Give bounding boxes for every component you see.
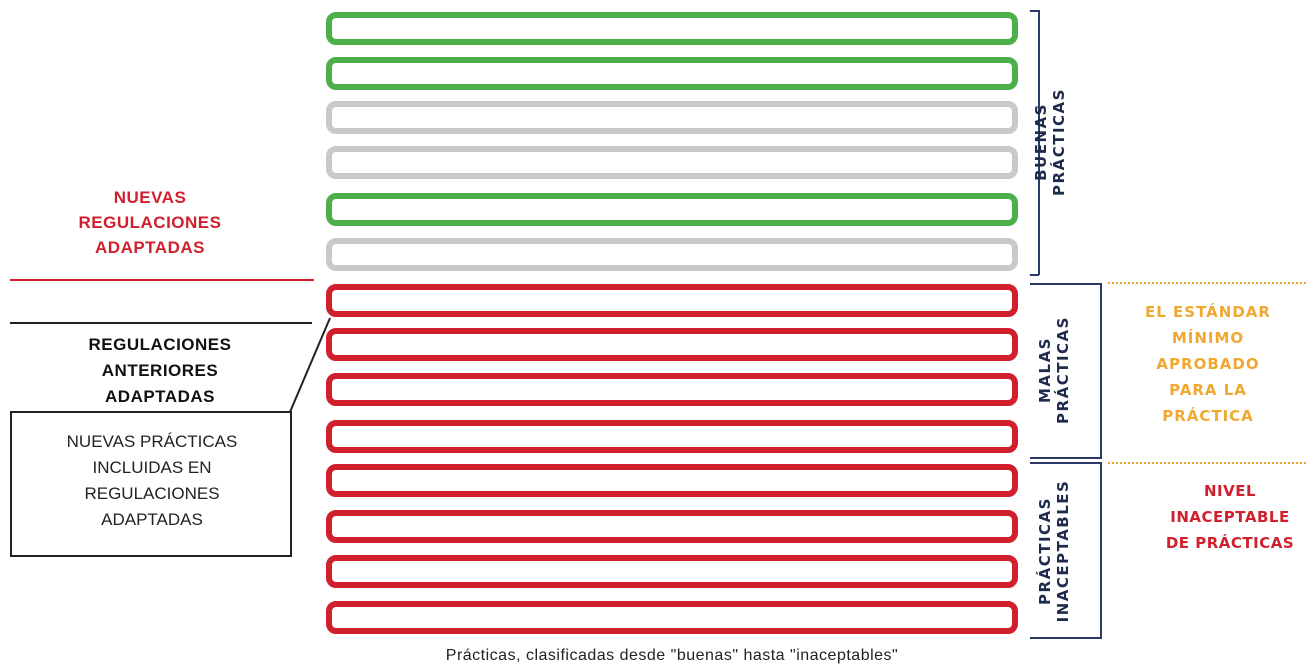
nuevas-reg-line2: REGULACIONES [78, 213, 222, 232]
practice-row-red [326, 464, 1018, 497]
practice-row-red [326, 420, 1018, 453]
label-buenas-practicas: BUENAS PRÁCTICAS [1032, 88, 1068, 196]
nuevas-pract-line3: REGULACIONES [84, 484, 220, 503]
nuevas-pract-line1: NUEVAS PRÁCTICAS [66, 432, 238, 451]
bracket-malas-vertical [1100, 283, 1102, 458]
bracket-inaceptables-vertical [1100, 462, 1102, 638]
nuevas-practicas-box: NUEVAS PRÁCTICAS INCLUIDAS EN REGULACION… [10, 411, 292, 557]
practice-row-gray [326, 238, 1018, 271]
threshold-unacceptable-line [1108, 462, 1306, 464]
practice-row-red [326, 601, 1018, 634]
label-inaceptables-line2: INACEPTABLES [1054, 479, 1072, 623]
practice-row-green [326, 12, 1018, 45]
connector-line [289, 317, 331, 413]
label-buenas-line1: BUENAS [1032, 103, 1050, 181]
bracket-buenas-bottom [1030, 274, 1039, 276]
reg-ant-line2: ANTERIORES [101, 361, 219, 380]
estandar-line3: APROBADO [1156, 355, 1260, 373]
nuevas-regulaciones-heading: NUEVAS REGULACIONES ADAPTADAS [30, 185, 270, 260]
label-malas-line2: PRÁCTICAS [1054, 316, 1072, 424]
nivel-line3: DE PRÁCTICAS [1165, 534, 1295, 552]
nuevas-pract-line2: INCLUIDAS EN [92, 458, 212, 477]
nuevas-pract-line4: ADAPTADAS [101, 510, 203, 529]
estandar-line1: EL ESTÁNDAR [1145, 303, 1271, 321]
practice-row-red [326, 284, 1018, 317]
practice-row-green [326, 193, 1018, 226]
bracket-inaceptables-top [1030, 462, 1102, 464]
practice-row-green [326, 57, 1018, 90]
practice-row-gray [326, 101, 1018, 134]
reg-ant-line3: ADAPTADAS [105, 387, 215, 406]
practice-row-red [326, 328, 1018, 361]
nivel-line2: INACEPTABLE [1170, 508, 1290, 526]
estandar-minimo-heading: EL ESTÁNDAR MÍNIMO APROBADO PARA LA PRÁC… [1110, 299, 1306, 429]
regulaciones-anteriores-divider [10, 322, 312, 324]
practice-row-red [326, 555, 1018, 588]
estandar-line4: PARA LA [1169, 381, 1247, 399]
bracket-malas-top [1030, 283, 1102, 285]
nivel-inaceptable-heading: NIVEL INACEPTABLE DE PRÁCTICAS [1150, 478, 1310, 556]
label-malas-practicas: MALAS PRÁCTICAS [1036, 316, 1072, 424]
diagram-caption: Prácticas, clasificadas desde "buenas" h… [445, 647, 899, 664]
nuevas-practicas-box-right-edge [290, 411, 292, 557]
practice-row-red [326, 373, 1018, 406]
practice-row-red [326, 510, 1018, 543]
bracket-buenas-vertical [1038, 10, 1040, 275]
label-practicas-inaceptables: PRÁCTICAS INACEPTABLES [1036, 480, 1072, 623]
nuevas-reg-line1: NUEVAS [113, 188, 187, 207]
bracket-malas-bottom [1030, 457, 1102, 459]
bracket-inaceptables-bottom [1030, 637, 1102, 639]
nivel-line1: NIVEL [1203, 482, 1257, 500]
bracket-buenas-top [1030, 10, 1039, 12]
reg-ant-line1: REGULACIONES [88, 335, 232, 354]
estandar-line2: MÍNIMO [1171, 329, 1245, 347]
threshold-minimum-line [1108, 282, 1306, 284]
nuevas-reg-line3: ADAPTADAS [95, 238, 205, 257]
regulaciones-anteriores-heading: REGULACIONES ANTERIORES ADAPTADAS [40, 332, 280, 410]
nuevas-regulaciones-divider [10, 279, 314, 281]
label-inaceptables-line1: PRÁCTICAS [1036, 497, 1054, 605]
practice-row-gray [326, 146, 1018, 179]
label-malas-line1: MALAS [1036, 337, 1054, 404]
estandar-line5: PRÁCTICA [1162, 407, 1254, 425]
label-buenas-line2: PRÁCTICAS [1050, 88, 1068, 196]
